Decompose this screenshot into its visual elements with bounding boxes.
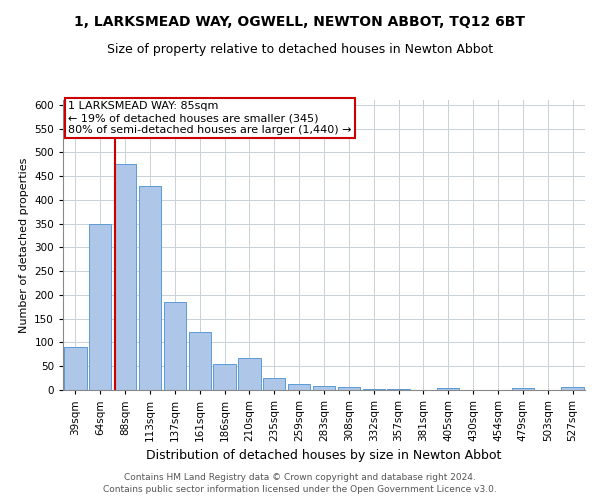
Y-axis label: Number of detached properties: Number of detached properties [19, 158, 29, 332]
Bar [64, 347, 86, 390]
Bar [89, 224, 112, 390]
Bar [238, 358, 260, 390]
Bar [288, 384, 310, 390]
Bar [562, 386, 584, 390]
Bar [338, 387, 360, 390]
Bar [437, 388, 460, 390]
X-axis label: Distribution of detached houses by size in Newton Abbot: Distribution of detached houses by size … [146, 450, 502, 462]
Bar [139, 186, 161, 390]
Bar [214, 364, 236, 390]
Text: 1, LARKSMEAD WAY, OGWELL, NEWTON ABBOT, TQ12 6BT: 1, LARKSMEAD WAY, OGWELL, NEWTON ABBOT, … [74, 15, 526, 29]
Bar [388, 389, 410, 390]
Text: Contains public sector information licensed under the Open Government Licence v3: Contains public sector information licen… [103, 485, 497, 494]
Bar [164, 302, 186, 390]
Text: Size of property relative to detached houses in Newton Abbot: Size of property relative to detached ho… [107, 42, 493, 56]
Bar [362, 388, 385, 390]
Bar [313, 386, 335, 390]
Bar [263, 378, 286, 390]
Bar [114, 164, 136, 390]
Text: Contains HM Land Registry data © Crown copyright and database right 2024.: Contains HM Land Registry data © Crown c… [124, 472, 476, 482]
Bar [512, 388, 534, 390]
Bar [188, 332, 211, 390]
Text: 1 LARKSMEAD WAY: 85sqm
← 19% of detached houses are smaller (345)
80% of semi-de: 1 LARKSMEAD WAY: 85sqm ← 19% of detached… [68, 102, 352, 134]
